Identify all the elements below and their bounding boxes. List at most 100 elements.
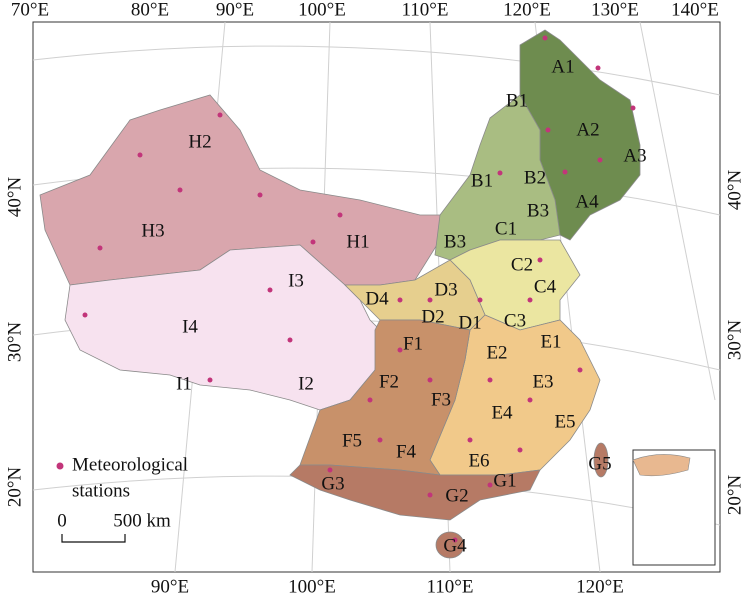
station	[452, 537, 458, 543]
region-label: A1	[551, 56, 574, 77]
region-label: G5	[588, 453, 611, 474]
station	[97, 245, 103, 251]
region-label: C2	[511, 254, 533, 275]
region-label: F4	[396, 441, 417, 462]
region-label: B1	[471, 170, 493, 191]
region-g	[289, 464, 541, 521]
region-label: I3	[288, 270, 304, 291]
latitude-label: 30°N	[4, 322, 25, 363]
region-label: F5	[342, 430, 362, 451]
region-label: G1	[493, 470, 516, 491]
station	[487, 377, 493, 383]
station	[397, 347, 403, 353]
region-label: I1	[176, 373, 192, 394]
longitude-label: 70°E	[11, 0, 49, 20]
station	[537, 257, 543, 263]
region-label: D2	[421, 306, 444, 327]
regions	[39, 29, 641, 559]
region-label: A2	[576, 119, 599, 140]
region-label: D3	[434, 279, 457, 300]
region-label: H3	[141, 220, 164, 241]
region-label: F3	[431, 389, 451, 410]
longitude-label: 100°E	[298, 0, 346, 20]
station	[527, 397, 533, 403]
latitude-label: 40°N	[4, 177, 25, 218]
region-label: H1	[346, 231, 369, 252]
station	[397, 297, 403, 303]
station	[562, 169, 568, 175]
station	[257, 192, 263, 198]
longitude-label: 110°E	[402, 0, 449, 20]
region-label: A4	[575, 191, 599, 212]
latitude-label: 40°N	[724, 170, 745, 211]
longitude-label: 100°E	[288, 576, 336, 597]
inset-land	[632, 454, 691, 477]
station	[597, 157, 603, 163]
longitude-label: 120°E	[576, 576, 624, 597]
region-label: H2	[188, 131, 211, 152]
scale-line	[61, 534, 126, 543]
station	[477, 297, 483, 303]
station	[527, 297, 533, 303]
station	[137, 152, 143, 158]
longitude-label: 140°E	[671, 0, 719, 20]
scale-bar: 0 500 km	[57, 510, 171, 543]
region-label: I4	[182, 316, 198, 337]
station	[207, 377, 213, 383]
region-label: D1	[458, 312, 481, 333]
longitude-label: 90°E	[151, 576, 189, 597]
region-label: F2	[379, 371, 399, 392]
longitude-label: 90°E	[216, 0, 254, 20]
station	[310, 239, 316, 245]
region-label: E5	[554, 411, 575, 432]
region-label: G2	[445, 485, 468, 506]
region-label: G4	[443, 535, 467, 556]
region-label: D4	[365, 288, 389, 309]
region-label: A3	[623, 145, 646, 166]
station	[542, 35, 548, 41]
region-label: E3	[532, 371, 553, 392]
region-label: B3	[444, 231, 466, 252]
station	[217, 112, 223, 118]
region-label: C4	[534, 276, 557, 297]
region-label: G3	[321, 473, 344, 494]
longitude-label: 130°E	[591, 0, 639, 20]
station	[595, 65, 601, 71]
region-label: I2	[298, 373, 314, 394]
longitude-label: 120°E	[503, 0, 551, 20]
legend: Meteorological stations	[56, 454, 188, 501]
station	[287, 337, 293, 343]
station	[467, 437, 473, 443]
latitude-label: 30°N	[724, 320, 745, 361]
longitude-label: 80°E	[131, 0, 169, 20]
station	[427, 377, 433, 383]
station	[517, 447, 523, 453]
region-label: E4	[491, 402, 513, 423]
region-label: B1	[506, 90, 528, 111]
axis-labels: 70°E 80°E 90°E 100°E 110°E 120°E 130°E 140°E 90°…	[4, 0, 745, 597]
station	[427, 492, 433, 498]
station	[367, 397, 373, 403]
region-label: B2	[524, 167, 546, 188]
region-label: E6	[468, 450, 489, 471]
scale-end: 500 km	[113, 510, 171, 531]
station	[577, 367, 583, 373]
station	[497, 170, 503, 176]
scale-start: 0	[57, 510, 67, 531]
station	[82, 312, 88, 318]
region-g5	[593, 442, 609, 478]
station	[177, 187, 183, 193]
region-label: E2	[486, 342, 507, 363]
station	[327, 467, 333, 473]
region-label: C3	[504, 310, 526, 331]
station	[377, 437, 383, 443]
region-label: B3	[527, 200, 549, 221]
region-label: F1	[403, 333, 423, 354]
longitude-label: 110°E	[427, 576, 474, 597]
inset	[632, 449, 716, 566]
station	[337, 212, 343, 218]
region-label: C1	[495, 218, 517, 239]
station	[267, 287, 273, 293]
